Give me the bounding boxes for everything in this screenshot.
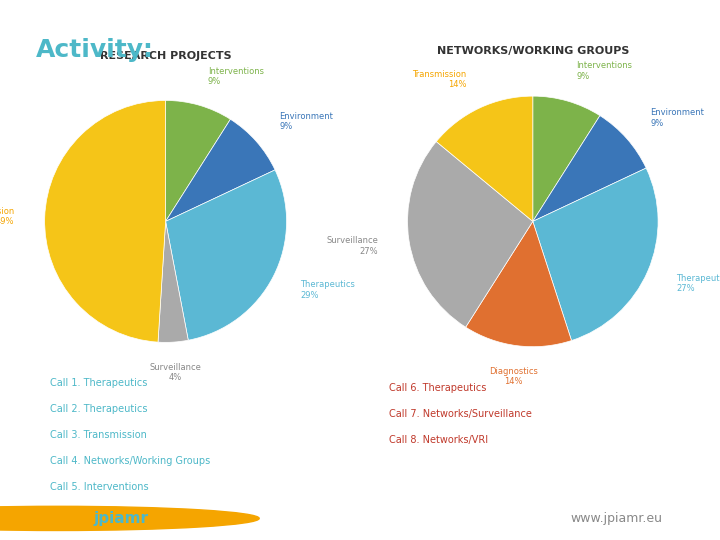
Text: www.jpiamr.eu: www.jpiamr.eu — [570, 512, 662, 525]
Wedge shape — [166, 100, 230, 221]
Text: Call 2. Therapeutics: Call 2. Therapeutics — [50, 404, 148, 414]
Text: Therapeutics
27%: Therapeutics 27% — [677, 274, 720, 293]
Text: Call 7. Networks/Surveillance: Call 7. Networks/Surveillance — [389, 409, 531, 420]
Text: Call 1. Therapeutics: Call 1. Therapeutics — [50, 378, 148, 388]
Text: Surveillance
4%: Surveillance 4% — [149, 362, 201, 382]
Text: Call 5. Interventions: Call 5. Interventions — [50, 482, 149, 492]
Text: Call 4. Networks/Working Groups: Call 4. Networks/Working Groups — [50, 456, 211, 466]
Text: Transmission
14%: Transmission 14% — [412, 70, 466, 90]
Text: jpiamr: jpiamr — [94, 511, 148, 526]
Wedge shape — [533, 168, 658, 341]
Title: RESEARCH PROJECTS: RESEARCH PROJECTS — [100, 51, 231, 61]
Wedge shape — [45, 100, 166, 342]
Circle shape — [0, 507, 259, 530]
Wedge shape — [166, 119, 275, 221]
Text: Environment
9%: Environment 9% — [279, 112, 333, 131]
Text: Therapeutics
29%: Therapeutics 29% — [300, 280, 355, 300]
Wedge shape — [436, 96, 533, 221]
Wedge shape — [158, 221, 188, 342]
Text: Diagnostics
14%: Diagnostics 14% — [489, 367, 538, 387]
Text: Interventions
9%: Interventions 9% — [577, 62, 632, 80]
Wedge shape — [408, 141, 533, 327]
Wedge shape — [166, 170, 287, 340]
Text: Environment
9%: Environment 9% — [650, 108, 704, 127]
Wedge shape — [533, 96, 600, 221]
Text: Interventions
9%: Interventions 9% — [208, 66, 264, 86]
Text: Call 8. Networks/VRI: Call 8. Networks/VRI — [389, 435, 488, 445]
Text: Surveillance
27%: Surveillance 27% — [326, 236, 378, 255]
Text: Call 6. Therapeutics: Call 6. Therapeutics — [389, 383, 486, 394]
Wedge shape — [533, 116, 646, 221]
Text: Call 3. Transmission: Call 3. Transmission — [50, 430, 148, 440]
Wedge shape — [466, 221, 572, 347]
Text: Transmission
49%: Transmission 49% — [0, 207, 14, 226]
Title: NETWORKS/WORKING GROUPS: NETWORKS/WORKING GROUPS — [436, 46, 629, 56]
Text: Activity:: Activity: — [36, 38, 154, 62]
